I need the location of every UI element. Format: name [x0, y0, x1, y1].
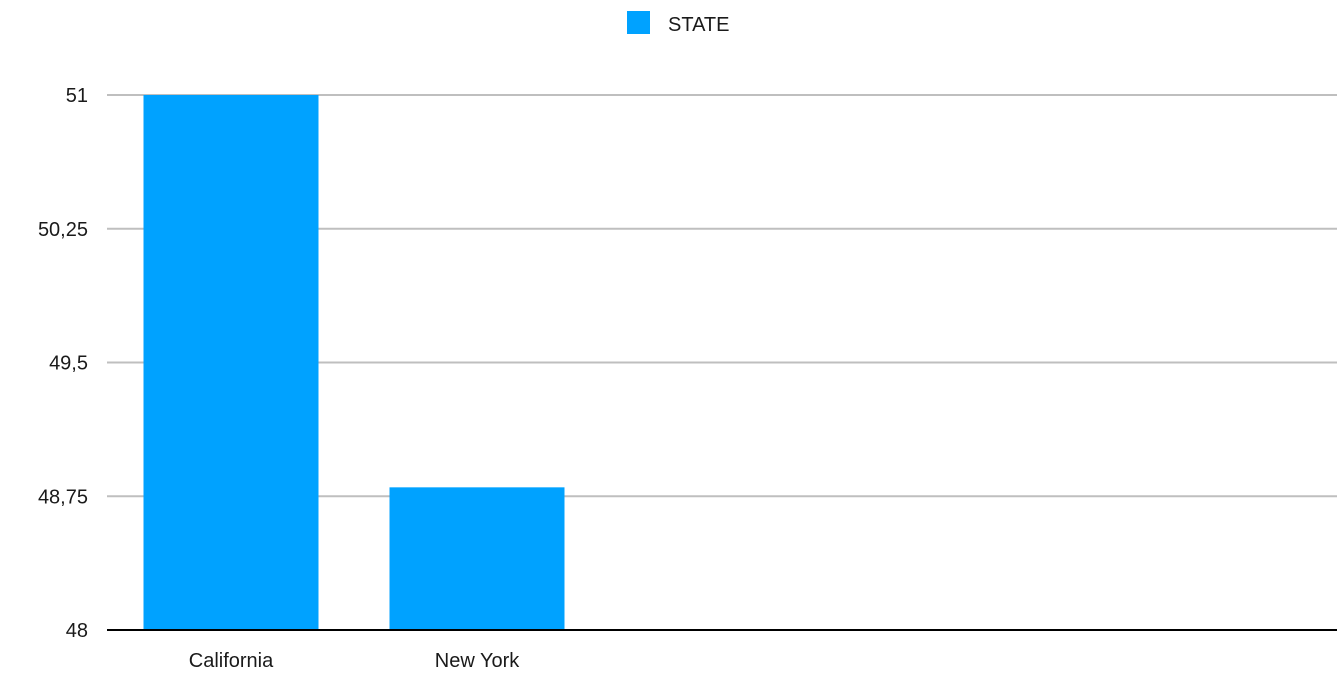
y-tick-label: 50,25 [38, 219, 88, 241]
x-tick-label: California [189, 650, 274, 672]
bar-new-york [389, 487, 565, 630]
bar-california [143, 95, 319, 630]
y-tick-label: 51 [66, 85, 88, 107]
legend-swatch [627, 11, 650, 34]
y-axis-tick-labels: 48 48,75 49,5 50,25 51 [38, 85, 88, 642]
x-tick-label: New York [435, 650, 520, 672]
legend-label: STATE [668, 14, 729, 36]
bars [143, 95, 565, 630]
y-tick-label: 48,75 [38, 486, 88, 508]
legend: STATE [627, 11, 729, 36]
y-tick-label: 49,5 [49, 353, 88, 375]
y-tick-label: 48 [66, 620, 88, 642]
x-axis-tick-labels: California New York [189, 650, 520, 672]
